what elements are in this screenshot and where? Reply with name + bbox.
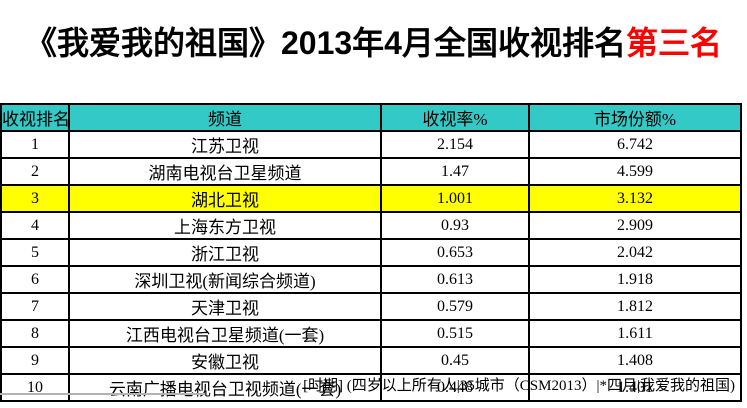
cell-share: 1.812 (528, 292, 742, 321)
header-channel: 频道 (68, 103, 382, 132)
table-header-row: 收视排名 频道 收视率% 市场份额% (0, 103, 742, 132)
cell-rank: 3 (0, 184, 70, 213)
cell-rating: 0.515 (380, 319, 530, 348)
cell-share: 2.042 (528, 238, 742, 267)
cell-channel: 浙江卫视 (68, 238, 382, 267)
cell-share: 1.401 (528, 373, 742, 402)
table-row: 7 天津卫视 0.579 1.812 (0, 292, 742, 321)
cell-channel: 上海东方卫视 (68, 211, 382, 240)
cell-rank: 4 (0, 211, 70, 240)
cell-rank: 10 (0, 373, 70, 402)
cell-rating: 2.154 (380, 130, 530, 159)
cell-channel: 湖南电视台卫星频道 (68, 157, 382, 186)
cell-channel: 深圳卫视(新闻综合频道) (68, 265, 382, 294)
cell-channel: 江西电视台卫星频道(一套) (68, 319, 382, 348)
cell-share: 6.742 (528, 130, 742, 159)
cell-rating: 0.613 (380, 265, 530, 294)
cell-rating: 1.001 (380, 184, 530, 213)
page-title-rank-highlight: 第三名 (625, 25, 722, 61)
table-row: 1 江苏卫视 2.154 6.742 (0, 130, 742, 159)
table-row: 2 湖南电视台卫星频道 1.47 4.599 (0, 157, 742, 186)
cell-rank: 5 (0, 238, 70, 267)
cell-rating: 0.579 (380, 292, 530, 321)
page-title: 《我爱我的祖国》2013年4月全国收视排名第三名 (0, 18, 747, 64)
table-row: 8 江西电视台卫星频道(一套) 0.515 1.611 (0, 319, 742, 348)
cell-share: 2.909 (528, 211, 742, 240)
cell-share: 4.599 (528, 157, 742, 186)
ranking-table-body: 1 江苏卫视 2.154 6.742 2 湖南电视台卫星频道 1.47 4.599 3 湖北卫视 1… (0, 130, 742, 402)
header-rank: 收视排名 (0, 103, 70, 132)
cell-channel: 安徽卫视 (68, 346, 382, 375)
cell-rating: 0.45 (380, 346, 530, 375)
table-row: 6 深圳卫视(新闻综合频道) 0.613 1.918 (0, 265, 742, 294)
footnote: [时期] (四岁以上所有人|35城市（CSM2013）|*四月|我爱我的祖国) (303, 378, 735, 394)
cell-rating: 0.653 (380, 238, 530, 267)
table-row: 4 上海东方卫视 0.93 2.909 (0, 211, 742, 240)
cell-share: 1.918 (528, 265, 742, 294)
cell-rank: 7 (0, 292, 70, 321)
table-row: 10 云南广播电视台卫视频道(一套) 0.448 1.401 (0, 373, 742, 402)
ranking-table: 收视排名 频道 收视率% 市场份额% 1 江苏卫视 2.154 6.742 2 湖南电视台… (0, 103, 742, 402)
cell-channel: 江苏卫视 (68, 130, 382, 159)
cell-rating: 1.47 (380, 157, 530, 186)
cell-share: 1.408 (528, 346, 742, 375)
cell-rank: 2 (0, 157, 70, 186)
header-rating: 收视率% (380, 103, 530, 132)
table-row: 5 浙江卫视 0.653 2.042 (0, 238, 742, 267)
table-row: 3 湖北卫视 1.001 3.132 (0, 184, 742, 213)
cell-rating: 0.93 (380, 211, 530, 240)
bottom-stub-line (0, 393, 205, 395)
cell-rank: 9 (0, 346, 70, 375)
cell-rating: 0.448 (380, 373, 530, 402)
cell-channel: 湖北卫视 (68, 184, 382, 213)
cell-share: 3.132 (528, 184, 742, 213)
cell-rank: 6 (0, 265, 70, 294)
header-share: 市场份额% (528, 103, 742, 132)
page-title-main: 《我爱我的祖国》2013年4月全国收视排名 (24, 25, 626, 61)
cell-channel: 天津卫视 (68, 292, 382, 321)
cell-rank: 8 (0, 319, 70, 348)
table-row: 9 安徽卫视 0.45 1.408 (0, 346, 742, 375)
cell-rank: 1 (0, 130, 70, 159)
cell-share: 1.611 (528, 319, 742, 348)
